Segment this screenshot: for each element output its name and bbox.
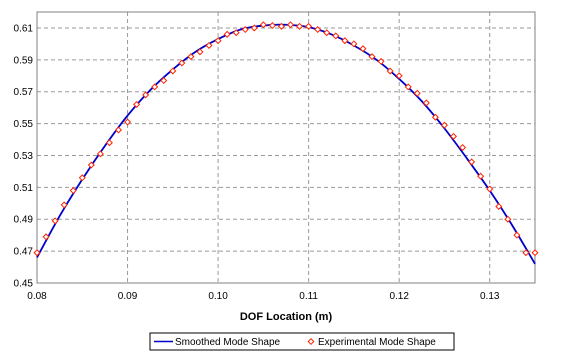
experimental-point — [33, 249, 41, 257]
experimental-point — [531, 249, 539, 257]
experimental-point — [486, 185, 494, 193]
legend-label-smoothed: Smoothed Mode Shape — [175, 337, 281, 348]
experimental-point — [78, 174, 86, 182]
grid-lines — [36, 12, 535, 284]
plot-area-frame — [36, 11, 536, 284]
experimental-point — [205, 41, 213, 49]
experimental-point — [350, 40, 358, 48]
x-tick-label: 0.10 — [208, 291, 228, 302]
experimental-point — [114, 126, 122, 134]
experimental-point — [450, 132, 458, 140]
experimental-point — [495, 202, 503, 210]
experimental-point — [431, 113, 439, 121]
experimental-point — [413, 89, 421, 97]
experimental-point — [332, 32, 340, 40]
experimental-point — [259, 21, 267, 29]
experimental-point — [214, 37, 222, 45]
x-tick-label: 0.11 — [299, 291, 318, 302]
x-tick-labels: 0.08 0.09 0.10 0.11 0.12 0.13 — [27, 291, 500, 302]
experimental-point — [160, 77, 168, 85]
x-tick-label: 0.13 — [480, 291, 500, 302]
experimental-point — [96, 150, 104, 158]
y-tick-label: 0.45 — [14, 279, 34, 290]
experimental-point — [60, 201, 68, 209]
x-axis-title: DOF Location (m) — [240, 311, 333, 323]
experimental-point — [169, 67, 177, 75]
experimental-point — [187, 53, 195, 61]
experimental-point — [87, 161, 95, 169]
experimental-point — [477, 172, 485, 180]
legend-diamond-swatch — [307, 337, 315, 346]
experimental-point — [468, 158, 476, 166]
experimental-point — [296, 22, 304, 30]
legend-box — [149, 332, 455, 351]
y-tick-label: 0.49 — [14, 215, 34, 226]
experimental-point — [178, 59, 186, 67]
experimental-point — [105, 139, 113, 147]
experimental-point — [504, 215, 512, 223]
experimental-point — [133, 100, 141, 108]
experimental-point — [250, 24, 258, 32]
y-tick-label: 0.53 — [14, 151, 34, 162]
experimental-point — [223, 30, 231, 38]
experimental-point — [51, 217, 59, 225]
y-tick-label: 0.57 — [14, 87, 34, 98]
experimental-point — [395, 72, 403, 80]
experimental-point — [305, 22, 313, 30]
x-tick-label: 0.08 — [27, 291, 47, 302]
experimental-point — [404, 83, 412, 91]
experimental-point — [459, 143, 467, 152]
experimental-point — [359, 45, 367, 53]
experimental-point — [268, 22, 276, 30]
experimental-point — [151, 83, 159, 91]
experimental-point — [513, 231, 521, 239]
x-tick-label: 0.12 — [389, 291, 409, 302]
experimental-point — [341, 37, 349, 45]
legend-label-experimental: Experimental Mode Shape — [318, 337, 436, 348]
experimental-point — [277, 22, 285, 30]
experimental-point — [377, 57, 385, 65]
experimental-point — [323, 29, 331, 37]
experimental-point — [232, 29, 240, 37]
experimental-point — [314, 26, 322, 34]
experimental-point — [522, 249, 530, 257]
y-tick-label: 0.59 — [14, 55, 34, 66]
experimental-point — [69, 187, 77, 195]
experimental-point — [440, 121, 448, 129]
experimental-point — [241, 26, 249, 34]
experimental-point — [422, 99, 430, 107]
experimental-series-group — [33, 21, 539, 257]
y-tick-labels: 0.45 0.47 0.49 0.51 0.53 0.55 0.57 0.59 0.61 — [14, 23, 34, 289]
legend: Smoothed Mode Shape Experimental Mode Sh… — [149, 332, 455, 351]
experimental-point — [287, 21, 295, 29]
y-tick-label: 0.61 — [14, 23, 34, 34]
experimental-point — [124, 118, 132, 126]
experimental-point — [386, 67, 394, 75]
y-tick-label: 0.51 — [14, 183, 34, 194]
experimental-point — [196, 48, 204, 56]
y-tick-label: 0.55 — [14, 119, 34, 130]
experimental-point — [142, 91, 150, 99]
experimental-point — [368, 53, 376, 61]
experimental-point — [42, 233, 50, 241]
x-tick-label: 0.09 — [118, 291, 138, 302]
y-tick-label: 0.47 — [14, 247, 34, 258]
